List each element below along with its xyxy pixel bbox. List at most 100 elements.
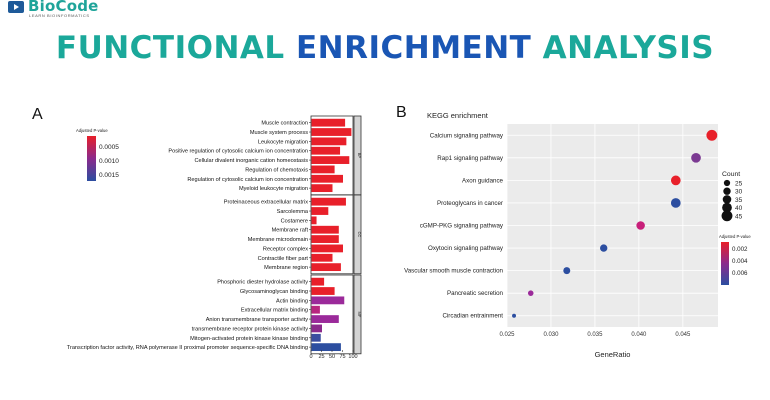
bar (311, 315, 339, 323)
term-label: Positive regulation of cytosolic calcium… (168, 149, 308, 155)
chart-title: KEGG enrichment (427, 111, 489, 120)
term-label: Sarcolemma (277, 209, 309, 215)
color-legend-tick-label: 0.002 (732, 246, 748, 253)
term-label: Extracellular matrix binding (241, 308, 308, 314)
size-legend-label: 35 (735, 197, 743, 204)
title-word-1: FUNCTIONAL (55, 30, 285, 66)
legend-tick-label: 0.0015 (99, 172, 119, 179)
brand-logo: BioCode LEARN BIOINFORMATICS (4, 0, 114, 20)
category-label: Axon guidance (462, 177, 503, 184)
play-icon (8, 1, 24, 13)
size-legend-label: 40 (735, 205, 743, 212)
term-label: Cellular divalent inorganic cation homeo… (195, 158, 309, 164)
term-label: Membrane microdomain (248, 237, 308, 243)
term-label: Transcription factor activity, RNA polym… (67, 345, 308, 351)
x-tick-label: 100 (348, 354, 357, 360)
title-word-3: ANALYSIS (542, 30, 715, 66)
x-tick-label: 0 (309, 354, 312, 360)
category-label: Vascular smooth muscle contraction (404, 268, 503, 275)
term-label: transmembrane receptor protein kinase ac… (192, 326, 308, 332)
category-label: Pancreatic secretion (447, 290, 504, 297)
size-legend-dot (722, 202, 732, 213)
bar (311, 156, 350, 164)
size-legend-dot (721, 210, 733, 222)
bar (311, 128, 352, 136)
term-label: Muscle system process (250, 130, 308, 136)
term-label: Costamere (281, 218, 308, 224)
x-axis-label: GeneRatio (595, 350, 631, 359)
data-point (670, 198, 681, 208)
size-legend-dot (722, 195, 732, 204)
bar (311, 296, 345, 305)
title-word-2: ENRICHMENT (295, 30, 532, 66)
legend-tick-label: 0.0010 (99, 158, 119, 165)
size-legend-dot (723, 179, 731, 187)
bar (311, 244, 343, 253)
bar (311, 146, 341, 155)
size-legend-label: 30 (735, 189, 743, 196)
term-label: Proteinaceous extracellular matrix (224, 200, 308, 206)
color-legend-title: Adjusted P-value (719, 234, 751, 239)
x-tick-label: 0.025 (499, 332, 515, 338)
data-point (636, 221, 645, 230)
term-label: Contractile fiber part (258, 256, 309, 262)
legend-tick-label: 0.0005 (99, 144, 119, 151)
legend-colorbar (87, 136, 96, 181)
bar (311, 277, 325, 286)
x-tick-label: 0.035 (587, 332, 603, 338)
category-label: Calcium signaling pathway (430, 132, 504, 139)
bar (311, 324, 322, 333)
term-label: Glycosaminoglycan binding (240, 289, 308, 295)
category-label: cGMP-PKG signaling pathway (420, 223, 504, 230)
bar (311, 184, 333, 193)
bar (311, 287, 335, 295)
bar (311, 343, 341, 352)
term-label: Actin binding (276, 298, 308, 304)
term-label: Regulation of chemotaxis (245, 167, 308, 173)
bar (311, 253, 333, 262)
x-tick-label: 0.045 (675, 332, 691, 338)
term-label: Anion transmembrane transporter activity (206, 317, 308, 323)
bar (311, 174, 343, 183)
category-label: Proteoglycans in cancer (437, 200, 503, 207)
size-legend-label: 45 (735, 213, 743, 220)
x-tick-label: 25 (318, 354, 324, 360)
facet-strip-cc (353, 194, 362, 275)
bar (311, 207, 329, 215)
category-label: Circadian entrainment (442, 313, 503, 320)
bar (311, 197, 346, 206)
term-label: Mitogen-activated protein kinase kinase … (190, 336, 308, 342)
panel-label-a: A (32, 106, 43, 123)
bar (311, 235, 339, 243)
facet-label: BP (357, 153, 362, 159)
bar (311, 216, 317, 225)
term-label: Leukocyte migration (258, 139, 308, 145)
facet-label: MF (357, 312, 362, 318)
bar (311, 263, 341, 272)
facet-strip-mf (353, 274, 362, 355)
term-label: Myeloid leukocyte migration (239, 186, 308, 192)
data-point (706, 129, 718, 141)
term-label: Receptor complex (263, 246, 308, 252)
bar (311, 225, 339, 234)
page-title: FUNCTIONAL ENRICHMENT ANALYSIS (0, 30, 770, 66)
term-label: Phosphoric diester hydrolase activity (217, 280, 308, 286)
x-tick-label: 50 (329, 354, 335, 360)
size-legend-dot (723, 187, 731, 195)
data-point (600, 244, 608, 252)
bar (311, 137, 347, 146)
term-label: Membrane region (264, 265, 308, 271)
brand-name: BioCode (28, 0, 99, 15)
brand-tagline: LEARN BIOINFORMATICS (29, 13, 90, 18)
size-legend-title: Count (722, 171, 740, 178)
data-point (527, 290, 534, 296)
legend-title: Adjusted P-value (76, 128, 108, 133)
category-label: Rap1 signaling pathway (437, 155, 504, 162)
category-label: Oxytocin signaling pathway (428, 245, 504, 252)
data-point (512, 313, 517, 318)
x-tick-label: 0.040 (631, 332, 647, 338)
data-point (670, 175, 681, 186)
panel-label-b: B (396, 104, 407, 121)
